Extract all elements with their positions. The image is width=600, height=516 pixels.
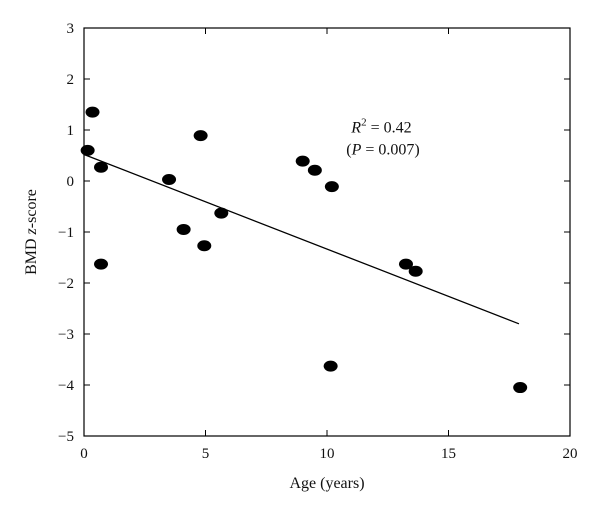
data-point: [80, 144, 95, 156]
data-point: [307, 164, 322, 176]
r-superscript: 2: [361, 117, 367, 129]
y-axis-label-z: z: [23, 227, 40, 235]
data-point: [193, 130, 208, 142]
data-point: [94, 258, 109, 270]
x-tick-label: 15: [441, 446, 456, 462]
data-point: [295, 155, 310, 167]
data-point: [197, 240, 212, 252]
data-point: [323, 360, 338, 372]
data-point: [94, 161, 109, 173]
y-axis-label-suffix: -score: [23, 189, 40, 228]
r-value: = 0.42: [367, 120, 412, 137]
y-tick-label: −4: [58, 378, 74, 394]
y-tick-label: 1: [67, 123, 75, 139]
y-tick-label: −3: [58, 327, 74, 343]
x-tick-label: 5: [202, 446, 210, 462]
data-point: [324, 181, 339, 193]
p-open: (: [346, 142, 351, 159]
regression-line: [83, 153, 520, 325]
data-point: [398, 258, 413, 270]
y-tick-label: −5: [58, 429, 74, 445]
data-point: [176, 223, 191, 235]
x-tick-label: 0: [80, 446, 88, 462]
y-tick-label: −1: [58, 225, 74, 241]
x-axis-label: Age (years): [289, 475, 364, 492]
data-point: [513, 382, 528, 394]
x-tick-label: 20: [563, 446, 578, 462]
y-tick-label: −2: [58, 276, 74, 292]
y-tick-label: 0: [67, 174, 75, 190]
data-point: [408, 265, 423, 277]
y-tick-label: 3: [67, 21, 75, 37]
y-axis-label: BMD z-score: [23, 189, 40, 275]
p-label: P: [351, 142, 362, 159]
x-tick-label: 10: [320, 446, 335, 462]
p-value-annotation: (P = 0.007): [346, 142, 419, 159]
r-label: R: [350, 120, 361, 137]
x-axis-ticks: 0 5 10 15 20: [80, 28, 578, 462]
data-point: [162, 173, 177, 185]
y-tick-label: 2: [67, 72, 75, 88]
data-point: [214, 207, 229, 219]
y-axis-label-prefix: BMD: [23, 234, 40, 274]
y-axis-ticks: 3 2 1 0 −1 −2 −3 −4 −5: [58, 21, 570, 445]
data-point: [85, 106, 100, 118]
p-value: = 0.007): [361, 142, 419, 159]
data-points: [80, 106, 528, 394]
plot-frame: [83, 27, 571, 437]
r-squared-annotation: R2 = 0.42: [350, 117, 411, 137]
